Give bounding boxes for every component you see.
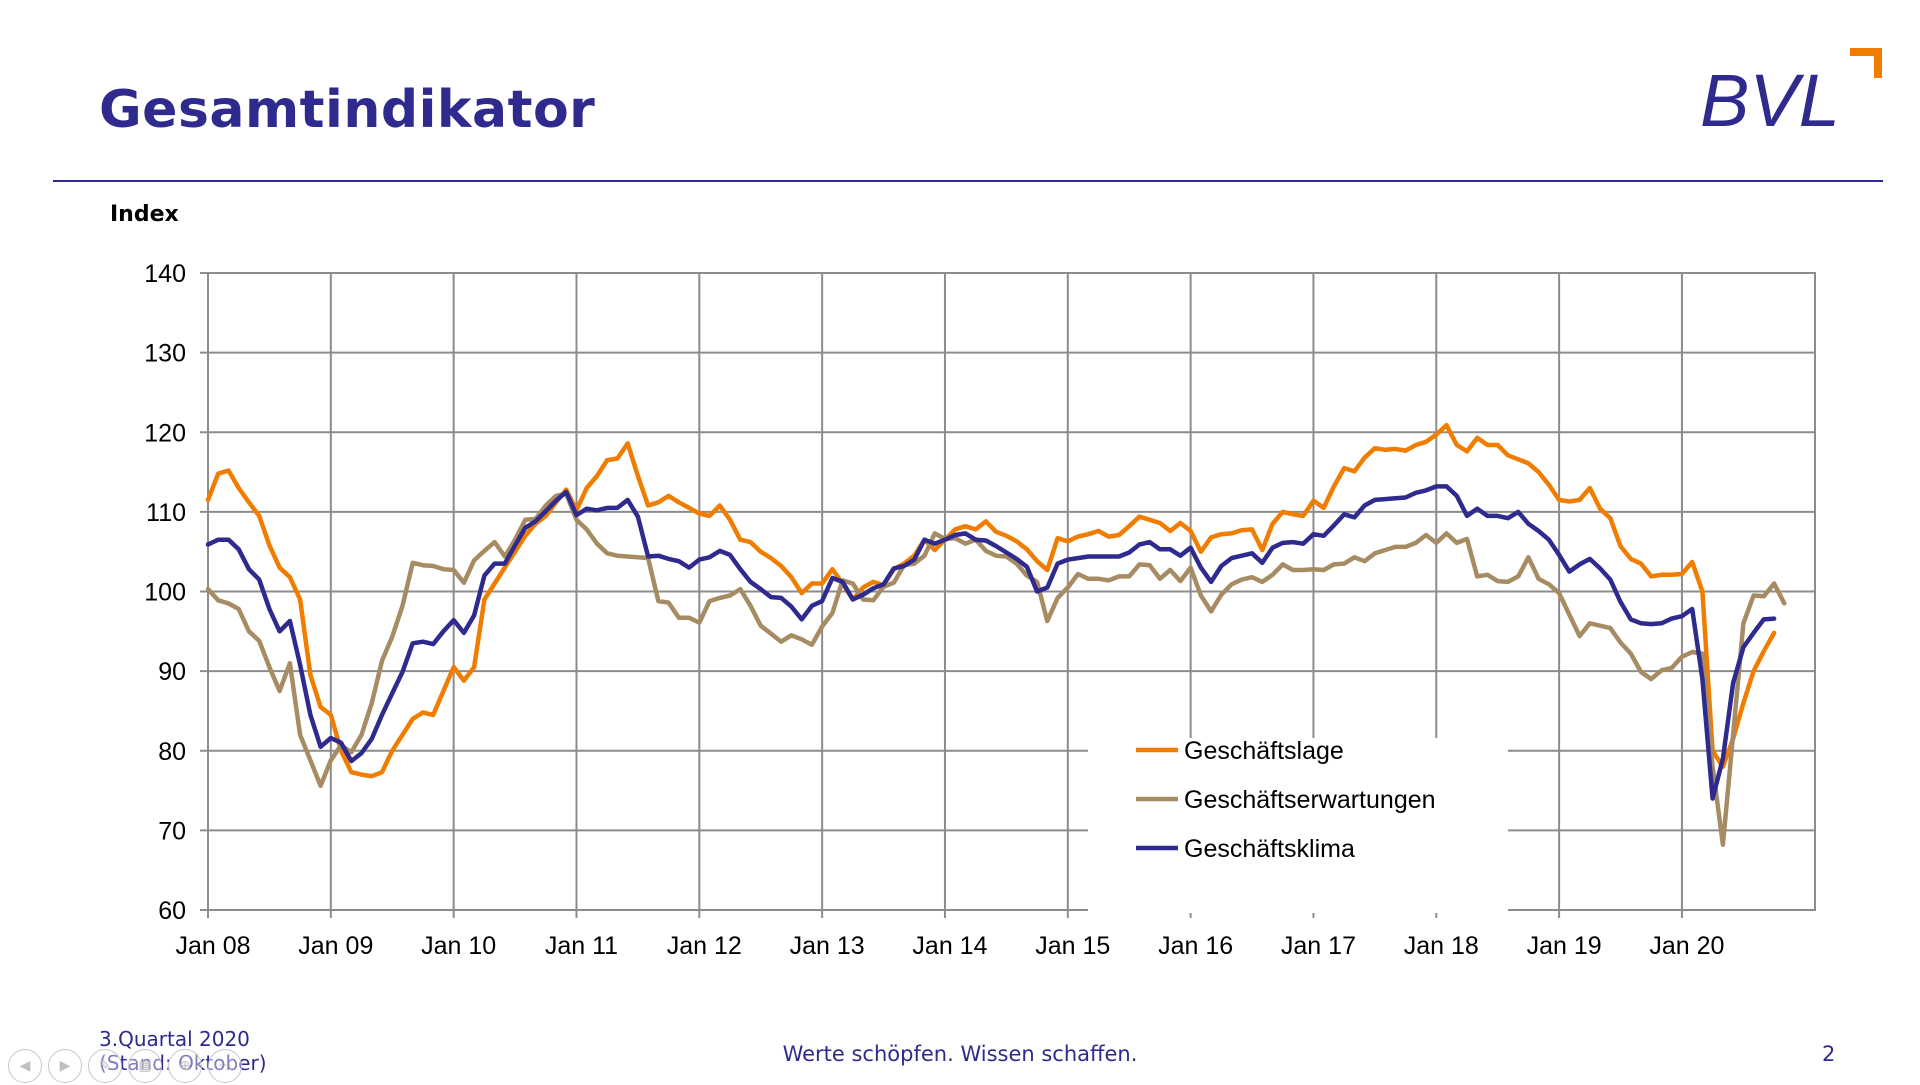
legend-label: Geschäftserwartungen: [1184, 786, 1436, 814]
y-tick-label: 100: [144, 579, 186, 607]
logo-accent-icon: [1850, 48, 1882, 78]
y-axis-label: Index: [110, 202, 179, 227]
gallery-icon[interactable]: ▦: [128, 1049, 162, 1083]
x-tick-label: Jan 20: [1649, 932, 1724, 960]
x-tick-label: Jan 13: [790, 932, 865, 960]
title-divider: [53, 180, 1883, 182]
zoom-icon[interactable]: ⊕: [168, 1049, 202, 1083]
y-tick-label: 60: [158, 897, 186, 925]
footer-quarter: 3.Quartal 2020: [99, 1027, 250, 1051]
footer-slogan: Werte schöpfen. Wissen schaffen.: [782, 1042, 1138, 1066]
pen-icon[interactable]: ✎: [88, 1049, 122, 1083]
bvl-logo: BVL: [1700, 48, 1882, 134]
legend-label: Geschäftslage: [1184, 737, 1344, 765]
x-tick-label: Jan 10: [421, 932, 496, 960]
x-tick-label: Jan 08: [175, 932, 250, 960]
line-chart: 60 70 80 90 100 110 120 130 140 Jan 08 Jan 09 Jan 1…: [144, 260, 1816, 960]
x-tick-label: Jan 17: [1281, 932, 1356, 960]
x-tick-label: Jan 12: [667, 932, 742, 960]
page-title: Gesamtindikator: [99, 80, 596, 140]
slide-nav-controls: ◀ ▶ ✎ ▦ ⊕ ···: [8, 1049, 242, 1085]
x-tick-label: Jan 15: [1035, 932, 1110, 960]
x-tick-label: Jan 19: [1527, 932, 1602, 960]
next-icon[interactable]: ▶: [48, 1049, 82, 1083]
series-line-geschäftsklima: [205, 484, 1777, 801]
legend-label: Geschäftsklima: [1184, 835, 1355, 863]
y-tick-label: 130: [144, 340, 186, 368]
x-tick-label: Jan 14: [912, 932, 987, 960]
x-tick-label: Jan 11: [545, 932, 618, 960]
x-tick-label: Jan 16: [1158, 932, 1233, 960]
x-tick-label: Jan 18: [1404, 932, 1479, 960]
y-tick-label: 70: [158, 817, 186, 845]
more-icon[interactable]: ···: [208, 1049, 242, 1083]
series-line-geschäftserwartungen: [205, 491, 1787, 847]
y-tick-label: 120: [144, 419, 186, 447]
page-number: 2: [1822, 1042, 1836, 1066]
prev-icon[interactable]: ◀: [8, 1049, 42, 1083]
y-tick-label: 110: [146, 499, 186, 527]
y-tick-label: 90: [158, 658, 186, 686]
y-tick-label: 80: [158, 738, 186, 766]
series-line-geschäftslage: [205, 422, 1777, 779]
x-tick-label: Jan 09: [298, 932, 373, 960]
y-tick-label: 140: [144, 260, 186, 288]
legend-box: [1088, 738, 1508, 913]
logo-text: BVL: [1700, 59, 1840, 134]
